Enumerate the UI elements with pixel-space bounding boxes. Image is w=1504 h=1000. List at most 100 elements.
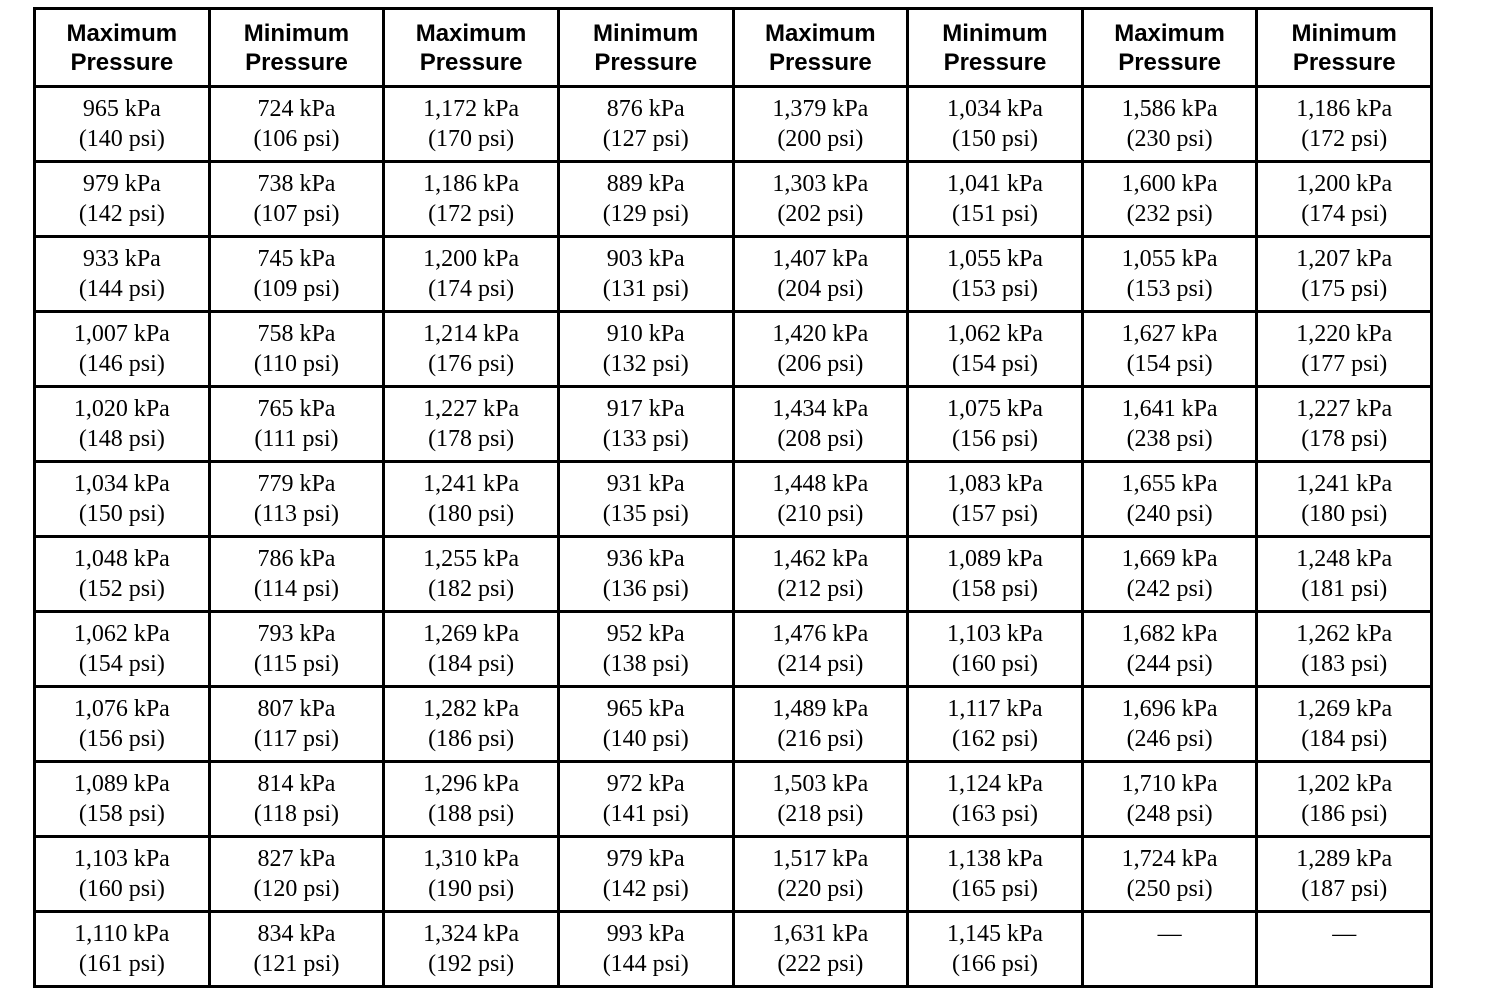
kpa-value: 1,476 kPa xyxy=(772,621,869,647)
psi-value: (151 psi) xyxy=(951,201,1038,227)
psi-value xyxy=(1084,949,1256,979)
header-minimum-pressure-1: Minimum Pressure xyxy=(207,7,386,88)
kpa-value: — xyxy=(1332,921,1357,947)
pressure-cell: 965 kPa (140 psi) xyxy=(556,685,735,763)
pressure-cell: 1,103 kPa (160 psi) xyxy=(33,835,211,913)
kpa-value: 1,062 kPa xyxy=(946,321,1043,347)
psi-value: (142 psi) xyxy=(78,201,165,227)
psi-value: (144 psi) xyxy=(78,276,165,302)
table-row: 933 kPa (144 psi) 745 kPa (109 psi) 1,200 kP… xyxy=(33,235,1433,313)
pressure-cell: 1,220 kPa (177 psi) xyxy=(1255,310,1433,388)
psi-value: (156 psi) xyxy=(951,426,1038,452)
pressure-cell: 965 kPa (140 psi) xyxy=(33,85,211,163)
kpa-value: 1,303 kPa xyxy=(772,171,869,197)
psi-value: (202 psi) xyxy=(777,201,864,227)
kpa-value: 1,145 kPa xyxy=(946,921,1043,947)
psi-value: (186 psi) xyxy=(1301,801,1388,827)
kpa-value: 1,682 kPa xyxy=(1121,621,1218,647)
kpa-value: 1,186 kPa xyxy=(1296,96,1393,122)
psi-value: (165 psi) xyxy=(951,876,1038,902)
psi-value: (212 psi) xyxy=(777,576,864,602)
psi-value: (178 psi) xyxy=(428,426,515,452)
psi-value: (107 psi) xyxy=(253,201,340,227)
kpa-value: — xyxy=(1157,921,1182,947)
pressure-cell: 1,055 kPa (153 psi) xyxy=(906,235,1084,313)
kpa-value: 952 kPa xyxy=(606,621,685,647)
kpa-value: 1,062 kPa xyxy=(73,621,170,647)
psi-value: (138 psi) xyxy=(602,651,689,677)
pressure-cell: 827 kPa (120 psi) xyxy=(207,835,386,913)
pressure-cell: 1,207 kPa (175 psi) xyxy=(1255,235,1433,313)
psi-value: (192 psi) xyxy=(428,951,515,977)
pressure-cell: 1,076 kPa (156 psi) xyxy=(33,685,211,763)
kpa-value: 1,220 kPa xyxy=(1296,321,1393,347)
psi-value: (166 psi) xyxy=(951,951,1038,977)
pressure-cell: 1,172 kPa (170 psi) xyxy=(382,85,560,163)
kpa-value: 876 kPa xyxy=(606,96,685,122)
psi-value: (118 psi) xyxy=(253,801,339,827)
kpa-value: 1,655 kPa xyxy=(1121,471,1218,497)
header-minimum-pressure-4: Minimum Pressure xyxy=(1255,7,1433,88)
pressure-cell: 1,262 kPa (183 psi) xyxy=(1255,610,1433,688)
kpa-value: 1,324 kPa xyxy=(423,921,520,947)
kpa-value: 1,262 kPa xyxy=(1296,621,1393,647)
pressure-cell: 1,055 kPa (153 psi) xyxy=(1080,235,1259,313)
kpa-value: 1,269 kPa xyxy=(423,621,520,647)
pressure-cell: 1,241 kPa (180 psi) xyxy=(1255,460,1433,538)
kpa-value: 1,202 kPa xyxy=(1296,771,1393,797)
pressure-cell: 1,200 kPa (174 psi) xyxy=(382,235,560,313)
pressure-cell: 1,117 kPa (162 psi) xyxy=(906,685,1084,763)
psi-value xyxy=(1258,949,1430,979)
header-line1: Minimum xyxy=(942,19,1048,47)
kpa-value: 1,200 kPa xyxy=(423,246,520,272)
pressure-cell: 765 kPa (111 psi) xyxy=(207,385,386,463)
kpa-value: 793 kPa xyxy=(257,621,336,647)
psi-value: (242 psi) xyxy=(1126,576,1213,602)
psi-value: (216 psi) xyxy=(777,726,864,752)
psi-value: (188 psi) xyxy=(428,801,515,827)
pressure-cell: 1,041 kPa (151 psi) xyxy=(906,160,1084,238)
pressure-cell: 1,089 kPa (158 psi) xyxy=(33,760,211,838)
psi-value: (131 psi) xyxy=(602,276,689,302)
pressure-cell: 1,186 kPa (172 psi) xyxy=(1255,85,1433,163)
pressure-cell: 979 kPa (142 psi) xyxy=(33,160,211,238)
header-line2: Pressure xyxy=(245,48,348,76)
pressure-cell: 1,103 kPa (160 psi) xyxy=(906,610,1084,688)
pressure-cell: 1,669 kPa (242 psi) xyxy=(1080,535,1259,613)
table-row: 1,007 kPa (146 psi) 758 kPa (110 psi) 1,214 … xyxy=(33,310,1433,388)
pressure-cell: 1,110 kPa (161 psi) xyxy=(33,910,211,988)
kpa-value: 1,503 kPa xyxy=(772,771,869,797)
kpa-value: 1,586 kPa xyxy=(1121,96,1218,122)
psi-value: (170 psi) xyxy=(428,126,515,152)
pressure-cell: 1,227 kPa (178 psi) xyxy=(1255,385,1433,463)
psi-value: (174 psi) xyxy=(1301,201,1388,227)
pressure-cell: 1,227 kPa (178 psi) xyxy=(382,385,560,463)
psi-value: (120 psi) xyxy=(253,876,340,902)
pressure-cell: 1,517 kPa (220 psi) xyxy=(731,835,910,913)
header-line2: Pressure xyxy=(594,48,698,76)
psi-value: (222 psi) xyxy=(777,951,864,977)
header-line1: Minimum xyxy=(593,19,699,47)
kpa-value: 1,034 kPa xyxy=(73,471,170,497)
pressure-cell: 1,062 kPa (154 psi) xyxy=(33,610,211,688)
kpa-value: 1,269 kPa xyxy=(1296,696,1393,722)
psi-value: (110 psi) xyxy=(253,351,339,377)
psi-value: (144 psi) xyxy=(602,951,689,977)
psi-value: (204 psi) xyxy=(777,276,864,302)
header-line2: Pressure xyxy=(70,48,174,76)
kpa-value: 1,696 kPa xyxy=(1121,696,1218,722)
pressure-cell: 1,682 kPa (244 psi) xyxy=(1080,610,1259,688)
psi-value: (183 psi) xyxy=(1301,651,1388,677)
psi-value: (182 psi) xyxy=(428,576,515,602)
kpa-value: 1,296 kPa xyxy=(423,771,520,797)
pressure-cell: 979 kPa (142 psi) xyxy=(556,835,735,913)
kpa-value: 1,055 kPa xyxy=(946,246,1043,272)
kpa-value: 1,103 kPa xyxy=(73,846,170,872)
psi-value: (190 psi) xyxy=(428,876,515,902)
psi-value: (172 psi) xyxy=(1301,126,1388,152)
pressure-cell: 1,062 kPa (154 psi) xyxy=(906,310,1084,388)
kpa-value: 1,110 kPa xyxy=(74,921,170,947)
psi-value: (140 psi) xyxy=(602,726,689,752)
pressure-cell: — xyxy=(1080,910,1259,988)
psi-value: (141 psi) xyxy=(602,801,689,827)
